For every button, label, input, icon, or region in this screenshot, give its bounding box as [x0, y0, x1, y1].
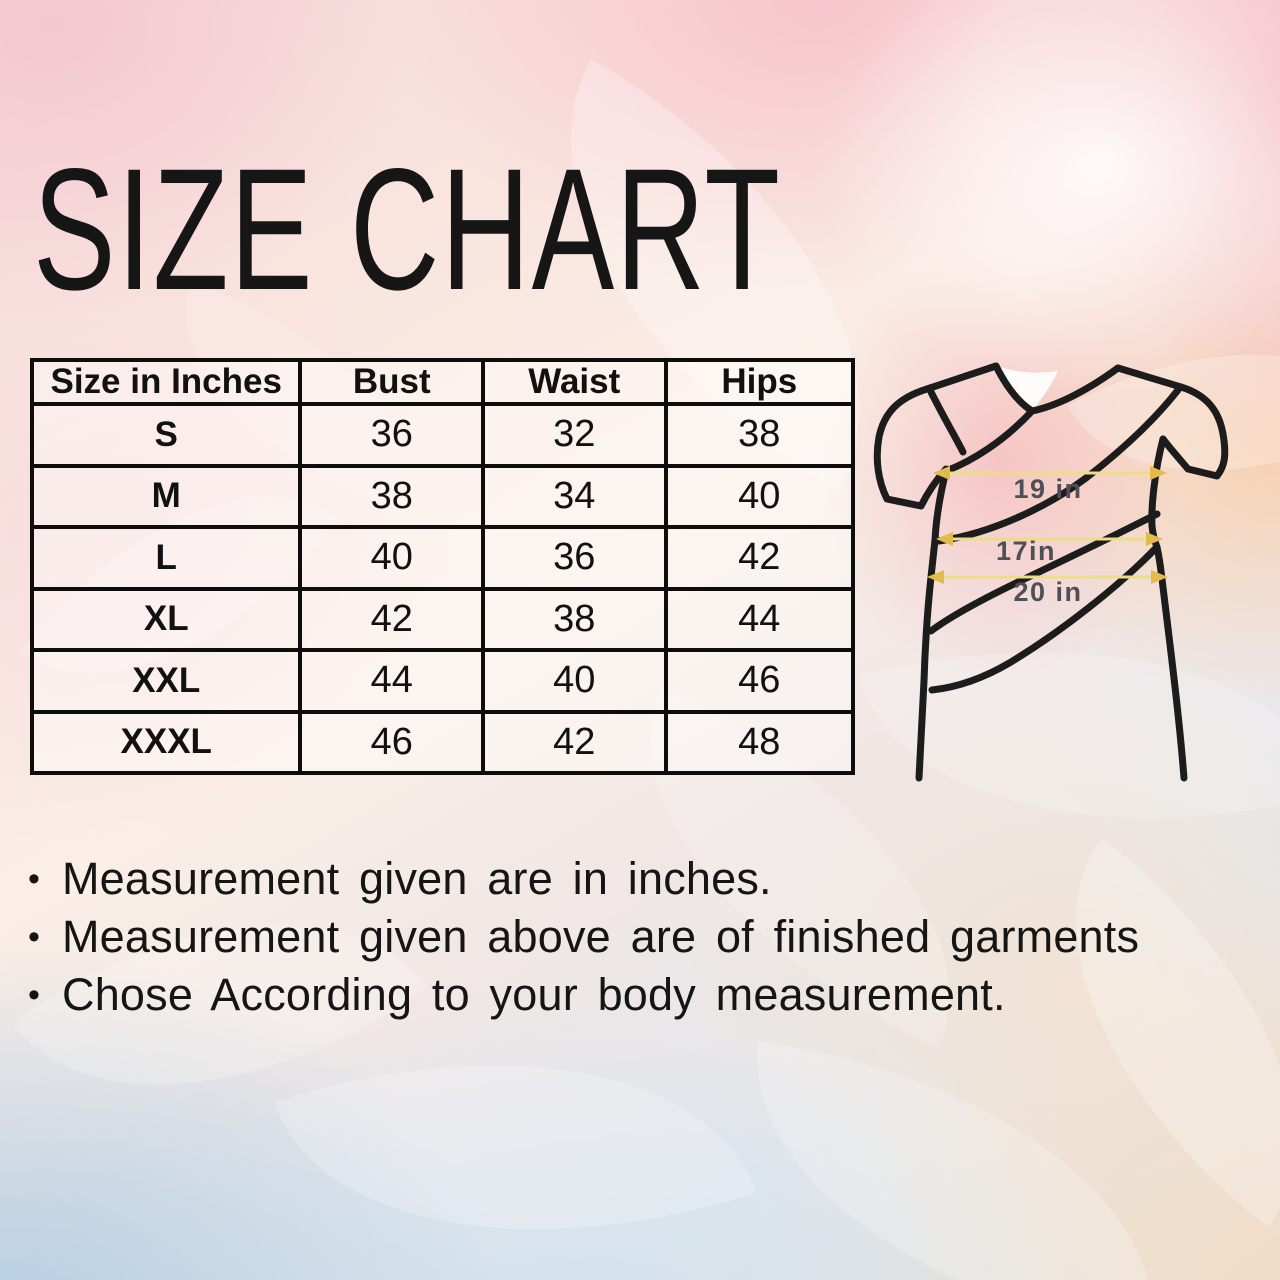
- waist-measure-line: 17in: [936, 532, 1163, 566]
- table-row: XXL 44 40 46: [29, 648, 856, 714]
- measurement-cell: 38: [298, 463, 485, 529]
- arrow-left-icon: [927, 570, 944, 584]
- arrow-right-icon: [1146, 532, 1163, 546]
- measurement-cell: 36: [298, 402, 485, 468]
- arrow-right-icon: [1150, 466, 1167, 480]
- note-text: Chose According to your body measurement…: [62, 969, 1006, 1020]
- page-title: SIZE CHART: [33, 132, 782, 326]
- bullet-icon: •: [28, 918, 41, 956]
- measurement-cell: 38: [663, 402, 856, 468]
- size-cell: S: [29, 402, 303, 468]
- measurement-cell: 32: [480, 402, 668, 468]
- measurement-cell: 42: [663, 525, 856, 591]
- table-row: L 40 36 42: [29, 525, 856, 591]
- size-cell: XXXL: [29, 709, 303, 775]
- bust-measure-line: 19 in: [933, 466, 1167, 504]
- measurement-cell: 36: [480, 525, 668, 591]
- note-item: • Measurement given are in inches.: [28, 850, 1278, 908]
- bullet-icon: •: [28, 976, 41, 1014]
- arrow-left-icon: [933, 466, 950, 480]
- arrow-right-icon: [1151, 570, 1168, 584]
- note-text: Measurement given are in inches.: [62, 853, 772, 904]
- note-item: • Measurement given above are of finishe…: [28, 908, 1278, 966]
- garment-sketch-svg: 19 in 17in 20 in: [873, 362, 1229, 782]
- measurement-cell: 34: [480, 463, 668, 529]
- arrow-left-icon: [936, 532, 953, 546]
- measurement-cell: 46: [298, 709, 485, 775]
- measurement-cell: 44: [663, 586, 856, 652]
- background-petal: [725, 1041, 1185, 1280]
- hips-measure-line: 20 in: [927, 570, 1168, 607]
- size-table: Size in Inches Bust Waist Hips S 36 32 38 M 38 34…: [29, 358, 856, 775]
- column-header-bust: Bust: [298, 358, 485, 406]
- notes-list: • Measurement given are in inches. • Mea…: [28, 850, 1278, 1024]
- note-item: • Chose According to your body measureme…: [28, 966, 1278, 1024]
- measurement-cell: 40: [480, 648, 668, 714]
- measurement-cell: 40: [663, 463, 856, 529]
- bust-measure-label: 19 in: [1013, 474, 1082, 504]
- hips-measure-label: 20 in: [1013, 577, 1082, 607]
- measurement-cell: 46: [663, 648, 856, 714]
- note-text: Measurement given above are of finished …: [62, 911, 1140, 962]
- table-row: XL 42 38 44: [29, 586, 856, 652]
- column-header-hips: Hips: [663, 358, 856, 406]
- size-cell: M: [29, 463, 303, 529]
- column-header-size-in-inches: Size in Inches: [29, 358, 303, 406]
- size-cell: XL: [29, 586, 303, 652]
- table-row: M 38 34 40: [29, 463, 856, 529]
- size-table-header-row: Size in Inches Bust Waist Hips: [29, 358, 856, 406]
- measurement-cell: 38: [480, 586, 668, 652]
- garment-diagram: 19 in 17in 20 in: [860, 355, 1260, 785]
- size-cell: L: [29, 525, 303, 591]
- measurement-cell: 40: [298, 525, 485, 591]
- measurement-cell: 42: [298, 586, 485, 652]
- measurement-cell: 42: [480, 709, 668, 775]
- measurement-cell: 44: [298, 648, 485, 714]
- measurement-cell: 48: [663, 709, 856, 775]
- table-row: XXXL 46 42 48: [29, 709, 856, 775]
- table-row: S 36 32 38: [29, 402, 856, 468]
- collar-wedge: [996, 366, 1058, 411]
- column-header-waist: Waist: [480, 358, 668, 406]
- bullet-icon: •: [28, 860, 41, 898]
- size-cell: XXL: [29, 648, 303, 714]
- garment-outline: [873, 362, 1229, 782]
- waist-measure-label: 17in: [996, 536, 1056, 566]
